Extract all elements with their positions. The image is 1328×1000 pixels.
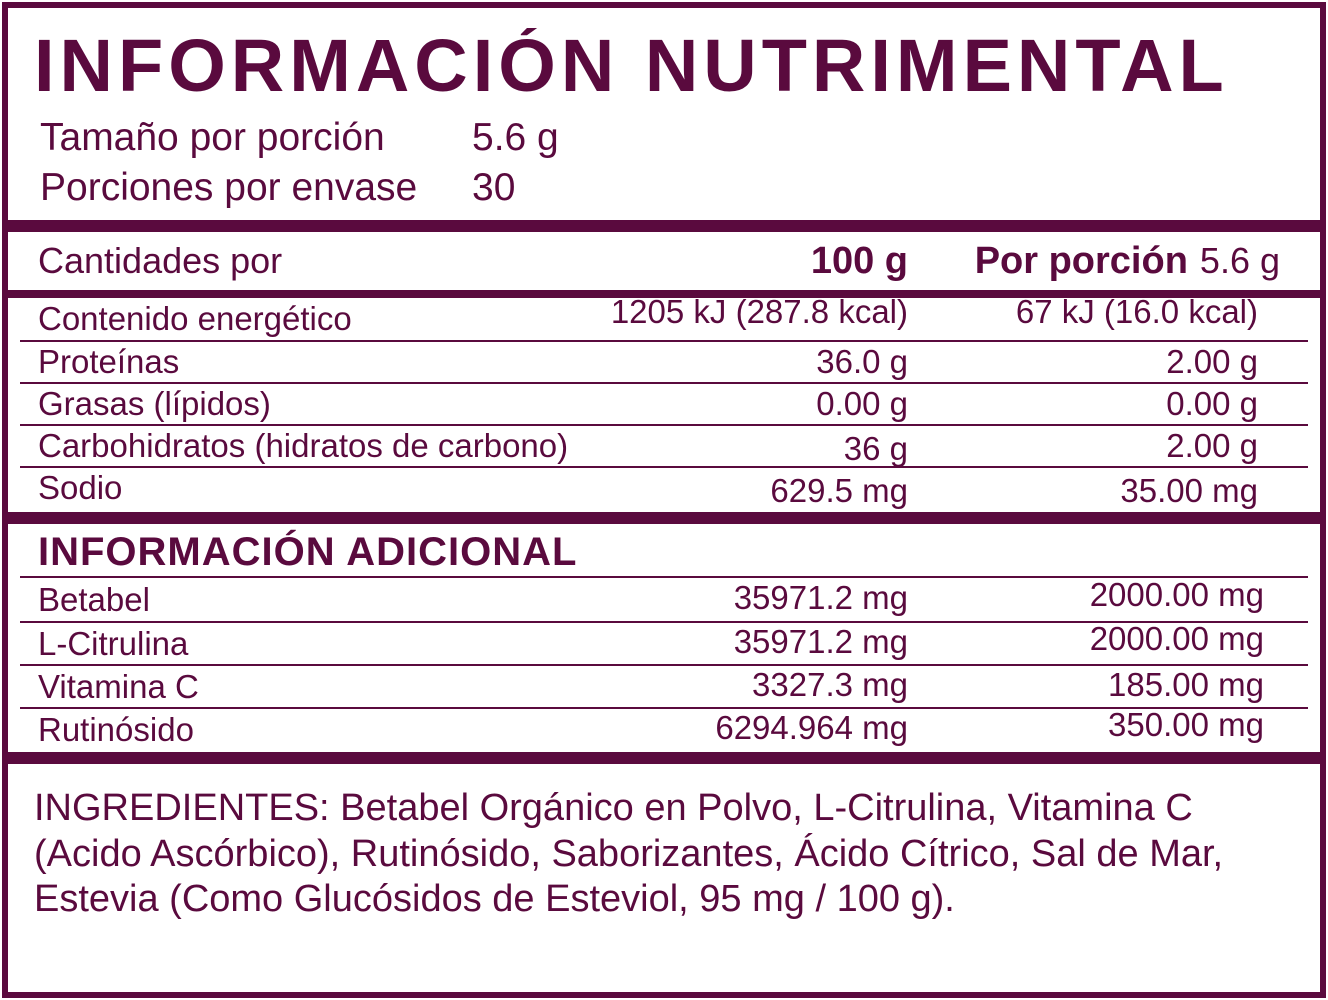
value-per-100g: 629.5 mg [770,472,908,509]
nutrient-rows: Contenido energético 1205 kJ (287.8 kcal… [20,293,1308,509]
nutrient-row-carbs: Carbohidratos (hidratos de carbono) 36 g… [20,424,1308,467]
amounts-header-row: Cantidades por 100 g Por porción 5.6 g [30,232,1298,290]
value-per-100g: 36.0 g [816,343,908,380]
nutrient-name: Contenido energético [38,300,352,337]
value-per-portion: 35.00 mg [1120,472,1258,509]
value-per-portion: 2000.00 mg [1089,575,1264,613]
ingredient-name: Betabel [38,580,150,618]
col-portion-size: 5.6 g [1199,239,1280,281]
nutrient-row-protein: Proteínas 36.0 g 2.00 g [20,340,1308,382]
col-portion-header: Por porción 5.6 g [908,240,1294,283]
additional-rows: Betabel 35971.2 mg 2000.00 mg L-Citrulin… [20,575,1308,750]
value-per-portion: 185.00 mg [1108,665,1264,703]
ingredient-row-rutinoside: Rutinósido 6294.964 mg 350.00 mg [20,705,1308,750]
value-per-100g: 3327.3 mg [752,665,908,703]
value-per-portion: 350.00 mg [1108,705,1264,743]
additional-info-box: INFORMACIÓN ADICIONAL Betabel 35971.2 mg… [2,518,1326,758]
value-per-portion: 67 kJ (16.0 kcal) [1015,293,1258,330]
ingredient-name: L-Citrulina [38,624,189,662]
header-box: INFORMACIÓN NUTRIMENTAL Tamaño por porci… [2,2,1326,226]
value-per-100g: 35971.2 mg [733,622,908,660]
value-per-100g: 35971.2 mg [733,578,908,616]
nutrient-row-energy: Contenido energético 1205 kJ (287.8 kcal… [20,293,1308,340]
amounts-table-box: Cantidades por 100 g Por porción 5.6 g Co… [2,226,1326,518]
value-per-100g: 1205 kJ (287.8 kcal) [610,293,908,330]
serving-size-label: Tamaño por porción [40,116,385,160]
col-100g-header: 100 g [810,239,908,282]
value-per-portion: 0.00 g [1166,385,1258,422]
ingredient-row-vitamin-c: Vitamina C 3327.3 mg 185.00 mg [20,664,1308,707]
nutrient-row-sodium: Sodio 629.5 mg 35.00 mg [20,466,1308,509]
value-per-100g: 6294.964 mg [715,708,908,746]
ingredients-text: INGREDIENTES: Betabel Orgánico en Polvo,… [34,787,1224,921]
nutrient-name: Proteínas [38,343,180,380]
nutrient-row-fat: Grasas (lípidos) 0.00 g 0.00 g [20,382,1308,424]
serving-size-value: 5.6 g [472,116,559,160]
header-divider [8,290,1320,298]
page-title: INFORMACIÓN NUTRIMENTAL [34,28,1229,104]
nutrient-name: Sodio [38,469,123,506]
nutrient-name: Carbohidratos (hidratos de carbono) [38,427,569,464]
value-per-portion: 2.00 g [1166,343,1258,380]
servings-label: Porciones por envase [40,166,418,210]
amounts-per-label: Cantidades por [38,240,283,281]
additional-info-title-row: INFORMACIÓN ADICIONAL [20,524,1308,578]
additional-info-title: INFORMACIÓN ADICIONAL [38,529,578,574]
value-per-portion: 2000.00 mg [1089,619,1264,657]
servings-per-container-row: Porciones por envase 30 [40,165,1298,212]
nutrient-name: Grasas (lípidos) [38,385,271,422]
value-per-100g: 36 g [843,430,908,467]
ingredient-name: Rutinósido [38,710,194,748]
serving-size-row: Tamaño por porción 5.6 g [40,115,1298,162]
ingredient-row-citrulline: L-Citrulina 35971.2 mg 2000.00 mg [20,619,1308,664]
value-per-100g: 0.00 g [816,385,908,422]
ingredient-name: Vitamina C [38,667,199,705]
value-per-portion: 2.00 g [1166,427,1258,464]
ingredient-row-beet: Betabel 35971.2 mg 2000.00 mg [20,575,1308,621]
servings-value: 30 [472,166,516,210]
col-portion-label: Por porción [974,239,1188,282]
ingredients-box: INGREDIENTES: Betabel Orgánico en Polvo,… [2,758,1326,998]
